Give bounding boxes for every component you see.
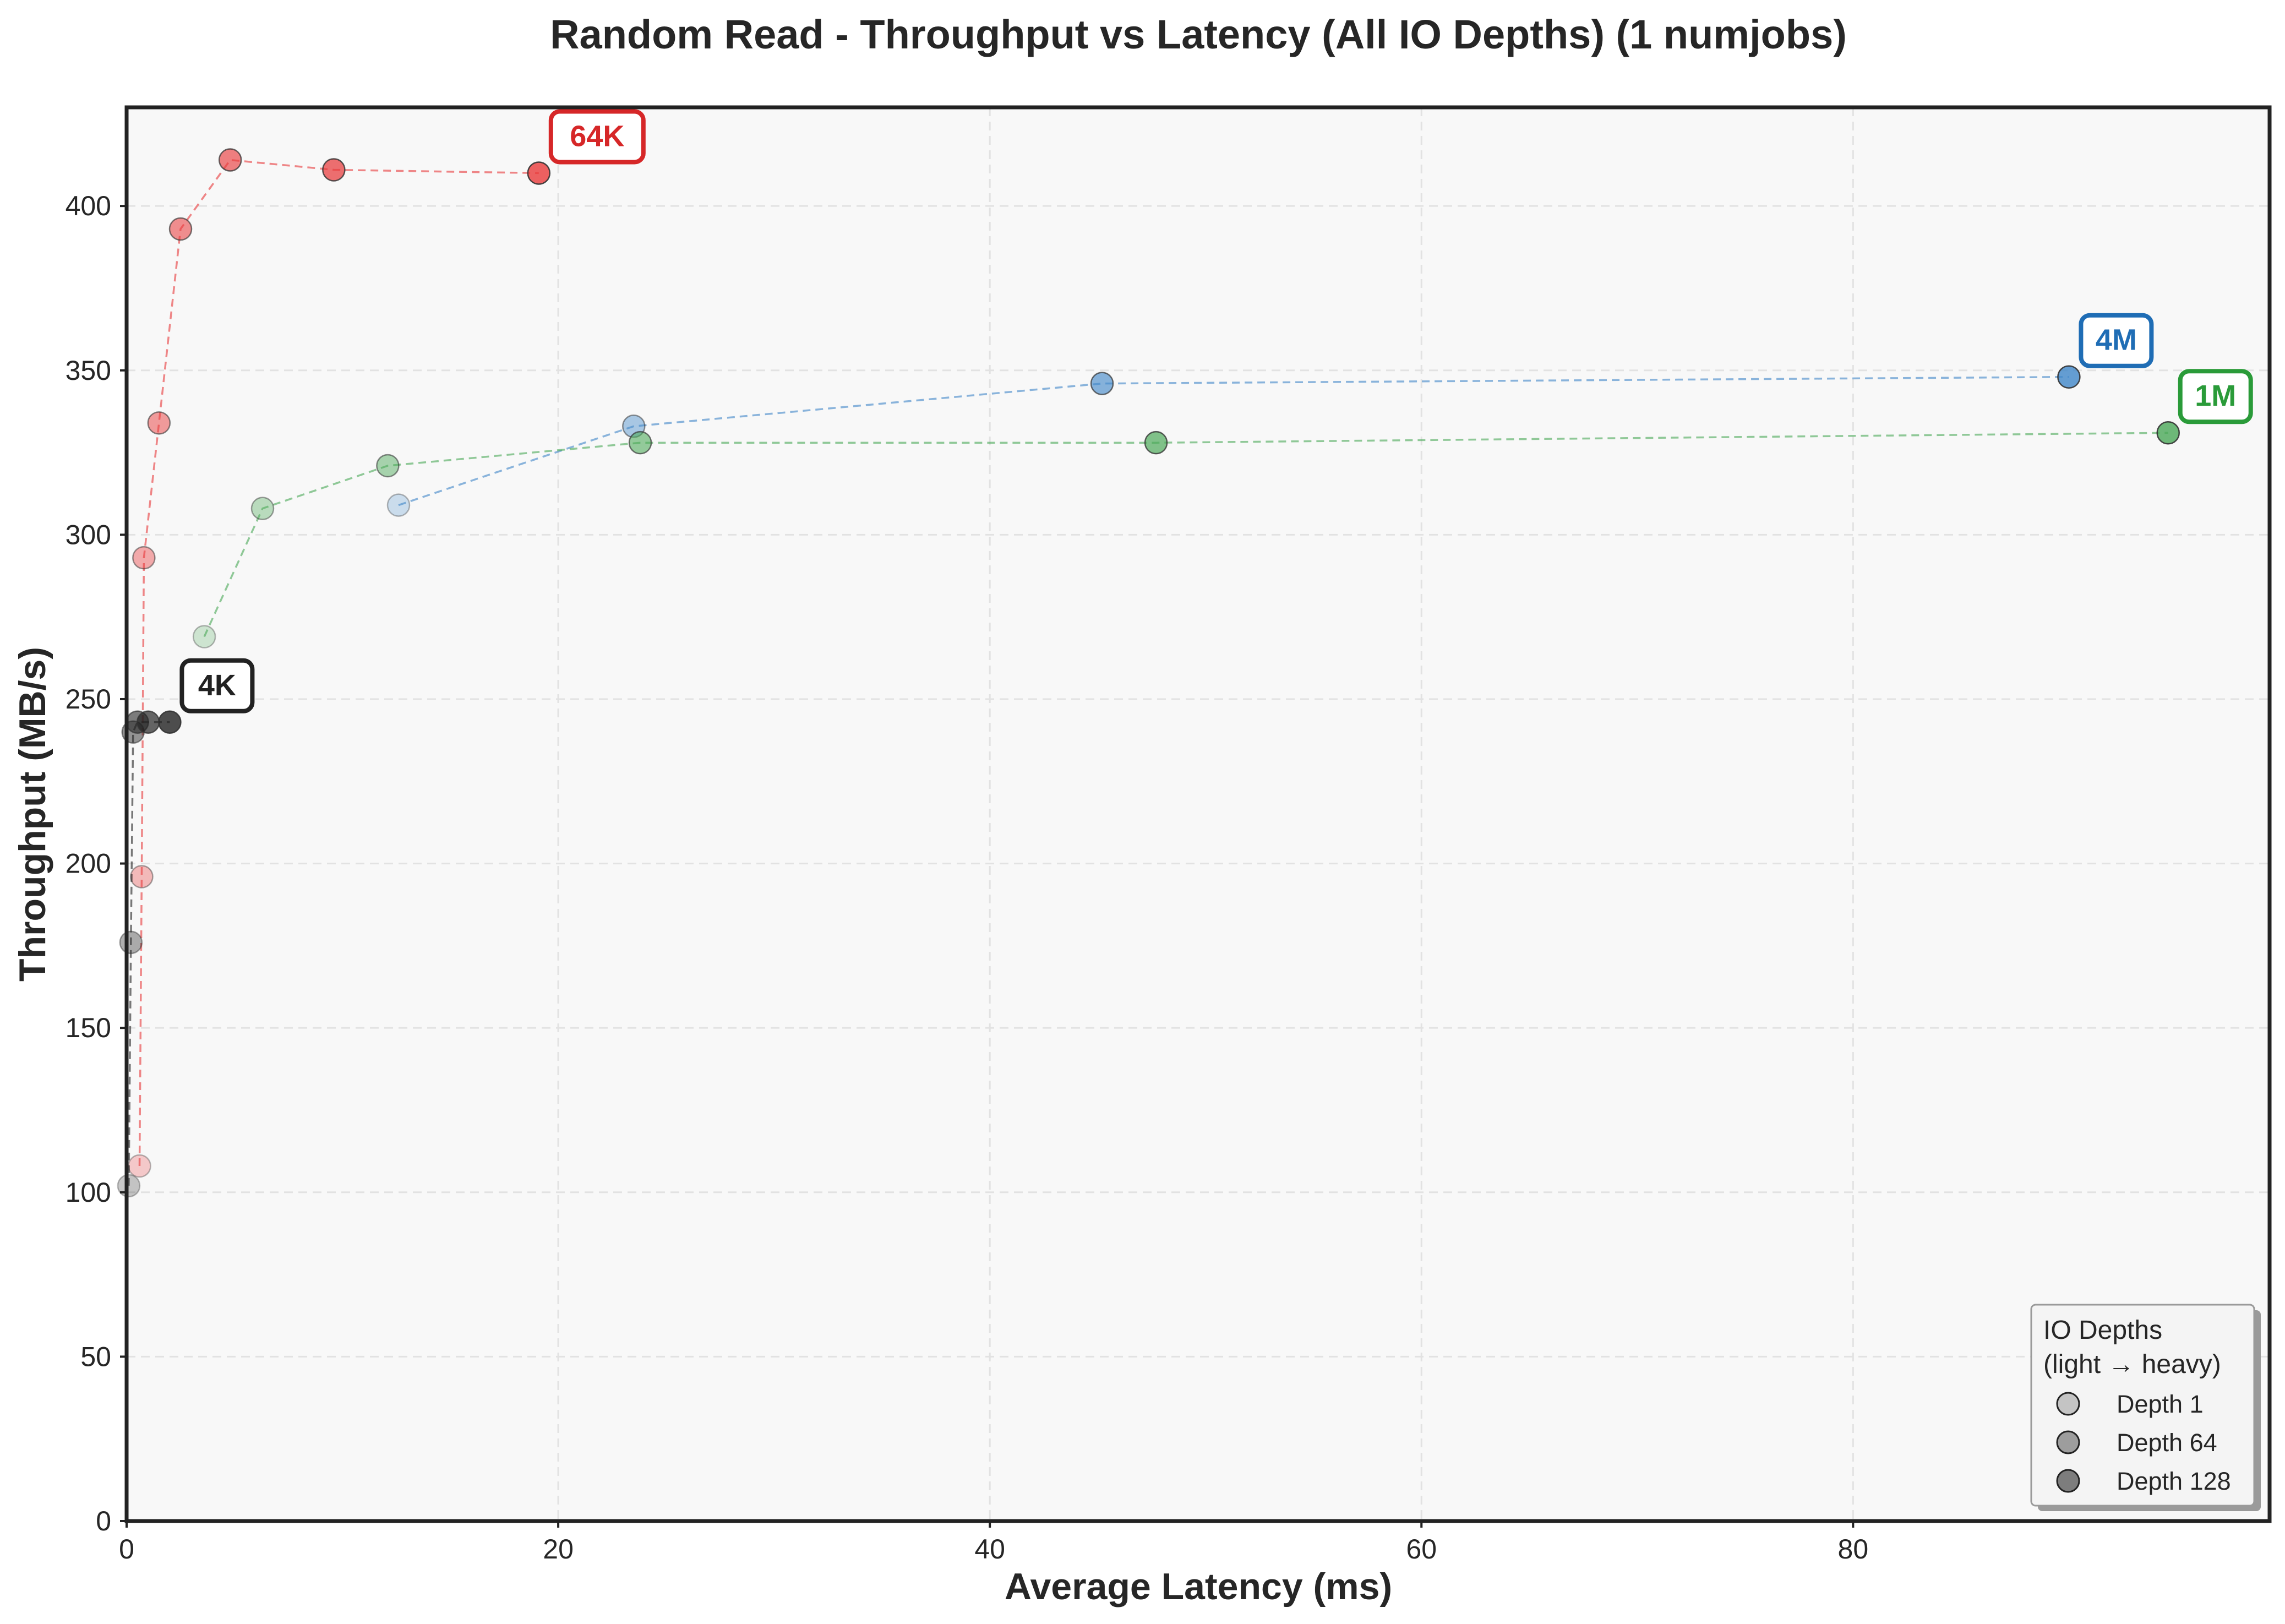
data-point [132, 546, 156, 570]
y-tick-label: 150 [66, 1012, 111, 1043]
data-point [158, 710, 182, 734]
data-point [628, 430, 652, 455]
data-point [218, 148, 242, 172]
annotation-box [2178, 369, 2253, 424]
data-point [168, 217, 193, 241]
y-ticks: 0 50 100 150 200 250 300 350 400 [66, 190, 127, 1536]
plot-frame [124, 105, 2272, 1523]
legend-marker [2056, 1430, 2080, 1454]
y-tick-label: 350 [66, 355, 111, 386]
legend-item: Depth 64 [2056, 1429, 2217, 1457]
legend-items: Depth 1 Depth 64 Depth 128 [2056, 1390, 2231, 1495]
chart-title: Random Read - Throughput vs Latency (All… [550, 12, 1847, 57]
y-tick-label: 50 [80, 1341, 111, 1372]
y-tick-label: 400 [66, 190, 111, 221]
data-point [117, 1174, 141, 1198]
data-point [136, 710, 160, 734]
data-point [2156, 421, 2180, 445]
grid [127, 107, 2270, 1521]
series-layer [117, 148, 2180, 1198]
annotation-box [2079, 313, 2154, 368]
series-1m [192, 421, 2180, 648]
data-point [250, 497, 275, 520]
annotation-box [179, 658, 255, 713]
annotation-64k: 64K [548, 109, 646, 165]
data-point [2057, 365, 2081, 389]
legend: IO Depths (light → heavy) Depth 1 Depth 6… [2030, 1304, 2261, 1511]
y-tick-label: 100 [66, 1177, 111, 1208]
data-point [386, 493, 411, 517]
series-4k [117, 710, 182, 1198]
data-point [147, 411, 171, 435]
legend-title-line2: (light → heavy) [2043, 1350, 2221, 1379]
annotation-1m: 1M [2178, 369, 2253, 424]
legend-box [2030, 1304, 2255, 1507]
annotation-label: 4M [2096, 324, 2137, 357]
annotation-4k: 4K [179, 658, 255, 713]
legend-label: Depth 1 [2117, 1390, 2204, 1418]
annotation-label: 1M [2195, 379, 2236, 412]
data-point [376, 454, 400, 478]
legend-title-line1: IO Depths [2043, 1316, 2162, 1345]
x-ticks: 0 20 40 60 80 [119, 1521, 1868, 1565]
annotation-label: 4K [198, 669, 236, 702]
x-axis-label: Average Latency (ms) [1005, 1566, 1392, 1607]
data-point [119, 930, 143, 955]
x-tick-label: 60 [1406, 1534, 1437, 1565]
legend-label: Depth 128 [2117, 1467, 2231, 1495]
legend-marker [2056, 1392, 2080, 1416]
x-tick-label: 40 [974, 1534, 1005, 1565]
x-tick-label: 20 [543, 1534, 574, 1565]
y-tick-label: 200 [66, 848, 111, 879]
data-point [128, 1154, 151, 1178]
annotation-4m: 4M [2079, 313, 2154, 368]
x-tick-label: 0 [119, 1534, 134, 1565]
y-axis-label: Throughput (MB/s) [12, 647, 53, 982]
legend-item: Depth 128 [2056, 1467, 2231, 1495]
series-line [203, 432, 2168, 637]
annotation-box [548, 109, 646, 165]
legend-marker [2056, 1469, 2080, 1493]
legend-label: Depth 64 [2117, 1429, 2217, 1457]
data-point [1090, 372, 1114, 395]
data-point [1144, 430, 1168, 455]
y-tick-label: 0 [96, 1506, 111, 1536]
series-line [138, 159, 539, 1167]
y-tick-label: 250 [66, 684, 111, 715]
data-point [322, 158, 346, 182]
annotation-layer: 64K 4M 1M 4K [179, 109, 2253, 713]
y-tick-label: 300 [66, 519, 111, 550]
data-point [130, 865, 154, 889]
plot-area-background [127, 107, 2270, 1521]
data-point [527, 161, 551, 185]
series-line [398, 375, 2069, 506]
x-tick-label: 80 [1838, 1534, 1869, 1565]
legend-item: Depth 1 [2056, 1390, 2204, 1418]
annotation-label: 64K [570, 119, 624, 152]
data-point [192, 625, 216, 648]
